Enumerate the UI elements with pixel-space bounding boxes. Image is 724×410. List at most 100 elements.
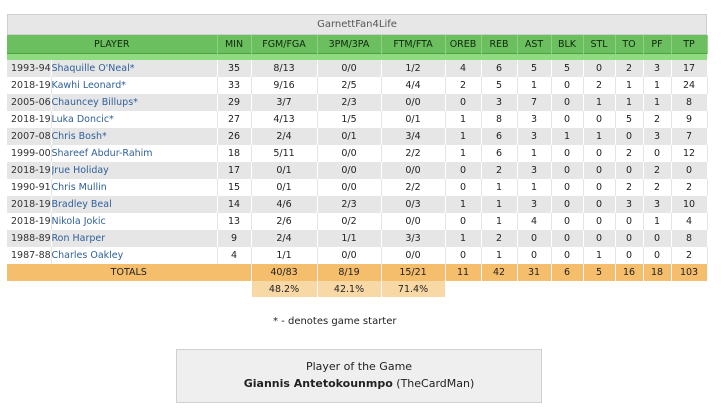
player-3p: 0/0 — [317, 179, 382, 196]
player-stl: 0 — [583, 196, 616, 213]
potg-label: Player of the Game — [305, 360, 413, 373]
player-stl: 0 — [583, 111, 616, 128]
col-header-blk: BLK — [551, 35, 584, 54]
player-pf: 2 — [643, 179, 672, 196]
player-ast: 0 — [517, 247, 552, 264]
player-reb: 2 — [481, 162, 518, 179]
header-accent-bar — [7, 53, 708, 60]
player-oreb: 0 — [445, 247, 482, 264]
player-stl: 0 — [583, 179, 616, 196]
player-name[interactable]: Ron Harper — [51, 230, 218, 247]
player-pf: 1 — [643, 94, 672, 111]
totals-3p: 8/19 — [317, 264, 382, 281]
player-tp: 17 — [671, 60, 708, 77]
player-3p: 0/0 — [317, 162, 382, 179]
starter-note: * - denotes game starter — [273, 316, 397, 327]
totals-row: TOTALS 40/83 8/19 15/21 11 42 31 6 5 16 … — [7, 264, 708, 281]
player-name[interactable]: Bradley Beal — [51, 196, 218, 213]
player-tp: 8 — [671, 230, 708, 247]
ft-percentage: 71.4% — [381, 281, 446, 297]
player-fg: 0/1 — [251, 179, 318, 196]
totals-ft: 15/21 — [381, 264, 446, 281]
player-stl: 0 — [583, 145, 616, 162]
player-ast: 5 — [517, 60, 552, 77]
player-to: 2 — [615, 179, 644, 196]
player-fg: 2/4 — [251, 128, 318, 145]
player-blk: 0 — [551, 247, 584, 264]
player-oreb: 1 — [445, 145, 482, 162]
player-row: 2018-19 Luka Doncic* 27 4/13 1/5 0/1 1 8 3 0 0 5 2 9 — [7, 111, 708, 128]
player-ft: 0/0 — [381, 247, 446, 264]
player-row: 1999-00 Shareef Abdur-Rahim 18 5/11 0/0 2/2 1 6… — [7, 145, 708, 162]
player-season: 2018-19 — [7, 213, 52, 230]
player-tp: 0 — [671, 162, 708, 179]
player-reb: 3 — [481, 94, 518, 111]
player-fg: 4/13 — [251, 111, 318, 128]
totals-stl: 5 — [583, 264, 616, 281]
player-ft: 4/4 — [381, 77, 446, 94]
player-row: 1993-94 Shaquille O'Neal* 35 8/13 0/0 1/2 4 6 5 5… — [7, 60, 708, 77]
player-name[interactable]: Luka Doncic* — [51, 111, 218, 128]
player-ft: 0/1 — [381, 111, 446, 128]
player-season: 1999-00 — [7, 145, 52, 162]
player-oreb: 1 — [445, 111, 482, 128]
player-reb: 1 — [481, 179, 518, 196]
player-tp: 8 — [671, 94, 708, 111]
player-min: 15 — [217, 179, 252, 196]
player-oreb: 1 — [445, 128, 482, 145]
player-name[interactable]: Shareef Abdur-Rahim — [51, 145, 218, 162]
player-name[interactable]: Charles Oakley — [51, 247, 218, 264]
player-row: 2018-19 Jrue Holiday 17 0/1 0/0 0/0 0 2 3 0 0 0 2 0 — [7, 162, 708, 179]
player-blk: 0 — [551, 162, 584, 179]
player-to: 1 — [615, 77, 644, 94]
col-header-stl: STL — [583, 35, 616, 54]
player-name[interactable]: Shaquille O'Neal* — [51, 60, 218, 77]
player-reb: 1 — [481, 196, 518, 213]
player-row: 1987-88 Charles Oakley 4 1/1 0/0 0/0 0 1 0 0 1 0 0 2 — [7, 247, 708, 264]
player-blk: 0 — [551, 145, 584, 162]
player-row: 2007-08 Chris Bosh* 26 2/4 0/1 3/4 1 6 3 1 1 0 3 7 — [7, 128, 708, 145]
player-ast: 4 — [517, 213, 552, 230]
player-3p: 1/5 — [317, 111, 382, 128]
player-oreb: 0 — [445, 162, 482, 179]
player-to: 1 — [615, 94, 644, 111]
player-name[interactable]: Chris Mullin — [51, 179, 218, 196]
player-ft: 0/0 — [381, 213, 446, 230]
player-ft: 3/3 — [381, 230, 446, 247]
totals-blk: 6 — [551, 264, 584, 281]
player-3p: 0/0 — [317, 145, 382, 162]
player-reb: 5 — [481, 77, 518, 94]
player-min: 9 — [217, 230, 252, 247]
potg-name: Giannis Antetokounmpo — [243, 377, 393, 390]
player-pf: 3 — [643, 128, 672, 145]
player-row: 2018-19 Kawhi Leonard* 33 9/16 2/5 4/4 2 5 1 0 2 1 1… — [7, 77, 708, 94]
player-name[interactable]: Chauncey Billups* — [51, 94, 218, 111]
player-3p: 0/0 — [317, 247, 382, 264]
player-ft: 2/2 — [381, 179, 446, 196]
player-ast: 1 — [517, 145, 552, 162]
col-header-oreb: OREB — [445, 35, 482, 54]
player-row: 2018-19 Nikola Jokic 13 2/6 0/2 0/0 0 1 4 0 0 0 1 4 — [7, 213, 708, 230]
3p-percentage: 42.1% — [317, 281, 382, 297]
player-name[interactable]: Jrue Holiday — [51, 162, 218, 179]
player-name[interactable]: Kawhi Leonard* — [51, 77, 218, 94]
player-oreb: 1 — [445, 230, 482, 247]
player-fg: 3/7 — [251, 94, 318, 111]
totals-oreb: 11 — [445, 264, 482, 281]
player-reb: 1 — [481, 213, 518, 230]
player-name[interactable]: Chris Bosh* — [51, 128, 218, 145]
player-fg: 4/6 — [251, 196, 318, 213]
player-min: 4 — [217, 247, 252, 264]
player-pf: 0 — [643, 230, 672, 247]
player-name[interactable]: Nikola Jokic — [51, 213, 218, 230]
player-ast: 3 — [517, 162, 552, 179]
totals-pf: 18 — [643, 264, 672, 281]
player-3p: 0/2 — [317, 213, 382, 230]
player-to: 0 — [615, 162, 644, 179]
player-oreb: 1 — [445, 196, 482, 213]
player-tp: 2 — [671, 247, 708, 264]
player-3p: 2/5 — [317, 77, 382, 94]
player-to: 3 — [615, 196, 644, 213]
player-3p: 0/1 — [317, 128, 382, 145]
player-season: 1988-89 — [7, 230, 52, 247]
